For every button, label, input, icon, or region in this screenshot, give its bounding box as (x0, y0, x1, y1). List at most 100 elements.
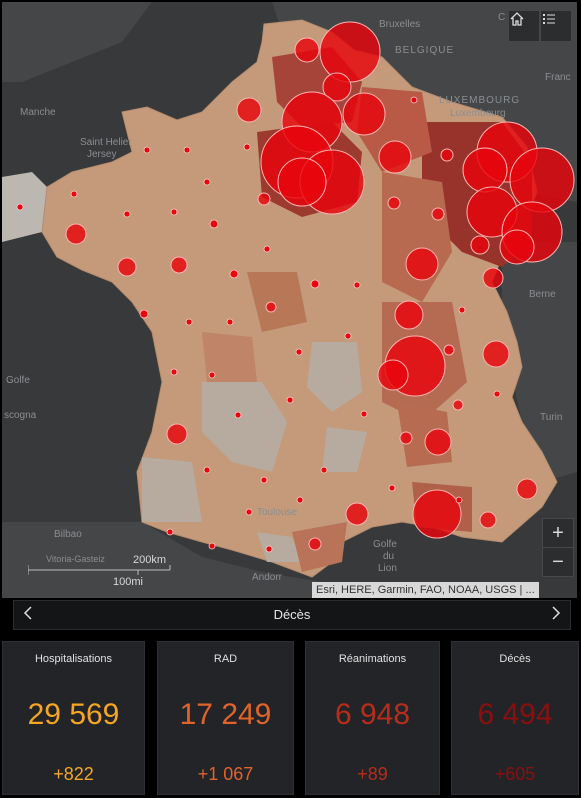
dot (243, 143, 251, 151)
dot (245, 508, 253, 516)
card-value: 17 249 (179, 698, 272, 731)
card-delta: +89 (357, 764, 388, 784)
bubble (265, 301, 277, 313)
card-title: Réanimations (338, 653, 407, 665)
dot (353, 281, 361, 289)
dot (320, 466, 328, 474)
label-luxembourg-city: Luxembourg (450, 108, 506, 119)
label-bruxelles: Bruxelles (379, 19, 421, 30)
label-francfort: Franc (545, 72, 571, 83)
land-uk (2, 2, 152, 82)
map-attribution: Esri, HERE, Garmin, FAO, NOAA, USGS | ..… (312, 582, 539, 598)
dept-grey-4 (257, 532, 302, 562)
dot (139, 309, 149, 319)
next-button[interactable] (546, 606, 566, 623)
dot (410, 96, 418, 104)
bubble (440, 148, 454, 162)
label-golfe-du-lion-3: Lion (378, 563, 397, 574)
scale-mi-label: 100mi (113, 576, 143, 588)
bubble (319, 21, 381, 83)
bubble (345, 502, 369, 526)
bubble (479, 511, 497, 529)
home-icon (510, 12, 524, 26)
bubbles (65, 21, 575, 551)
bubble (462, 147, 508, 193)
bubble (405, 247, 439, 281)
dot (226, 318, 234, 326)
dot (295, 348, 303, 356)
label-toulouse: Toulouse (257, 507, 298, 518)
dot (234, 411, 242, 419)
bubble (516, 478, 538, 500)
bubble (308, 537, 322, 551)
card-delta: +605 (494, 764, 536, 784)
dot (263, 245, 271, 253)
bubble (443, 344, 455, 356)
bubble (387, 196, 401, 210)
dot (208, 371, 216, 379)
card-value: 6 948 (334, 698, 411, 731)
bubble (166, 423, 188, 445)
dot (260, 476, 268, 484)
bubble (322, 72, 352, 102)
label-belgique: BELGIQUE (395, 45, 455, 56)
bubble (431, 207, 445, 221)
label-berne: Berne (529, 289, 556, 300)
map-canvas[interactable] (2, 2, 577, 598)
small-dots (16, 96, 501, 553)
bubble (170, 256, 188, 274)
dot (344, 332, 352, 340)
dot (209, 219, 219, 229)
bubble (399, 431, 413, 445)
home-button[interactable] (508, 10, 540, 42)
scale-km-label: 200km (133, 554, 167, 566)
bubble (257, 192, 271, 206)
prev-button[interactable] (18, 606, 38, 623)
layer-navigator: Décès (13, 600, 571, 630)
card-delta: +1 067 (197, 764, 254, 784)
layer-title: Décès (273, 607, 311, 622)
label-luxembourg-country: LUXEMBOURG (439, 95, 521, 106)
dept-grey-5 (322, 427, 367, 472)
dot (286, 396, 294, 404)
label-golfe: Golfe (6, 375, 30, 386)
dot (265, 545, 273, 553)
dot (203, 466, 211, 474)
card-reanimations: Réanimations 6 948 +89 (305, 641, 440, 795)
bubble (482, 267, 504, 289)
bubble (424, 428, 452, 456)
bubble (509, 147, 575, 213)
bubble (294, 37, 320, 63)
bubble (452, 399, 464, 411)
dot (310, 279, 320, 289)
dot (16, 203, 24, 211)
dot (208, 542, 216, 550)
dot (458, 306, 466, 314)
dot (143, 146, 151, 154)
zoom-in-button[interactable]: + (542, 518, 574, 548)
dot (123, 210, 131, 218)
bubble (378, 140, 412, 174)
label-golfe-du-lion-1: Golfe (373, 539, 397, 550)
list-icon (543, 14, 555, 24)
dept-mid-west (202, 332, 257, 382)
land-spain (2, 522, 332, 598)
map-view[interactable]: Bruxelles BELGIQUE LUXEMBOURG Luxembourg… (2, 2, 577, 598)
dept-grey-2 (307, 342, 362, 412)
zoom-out-button[interactable]: − (542, 547, 574, 577)
layer-list-button[interactable] (540, 10, 572, 42)
dot (170, 208, 178, 216)
land-brittany-west (2, 172, 47, 242)
card-title: Hospitalisations (34, 653, 113, 665)
label-c: C (498, 12, 506, 23)
bubble (117, 257, 137, 277)
label-andorre: Andorr (252, 572, 283, 583)
dot (170, 368, 178, 376)
dot (455, 496, 463, 504)
dept-grey-1 (202, 382, 287, 472)
dot (360, 410, 368, 418)
bubble (65, 223, 87, 245)
label-bilbao: Bilbao (54, 529, 82, 540)
label-vitoria: Vitoria-Gasteiz (46, 554, 105, 564)
label-saint-helier: Saint Helier (80, 137, 132, 148)
